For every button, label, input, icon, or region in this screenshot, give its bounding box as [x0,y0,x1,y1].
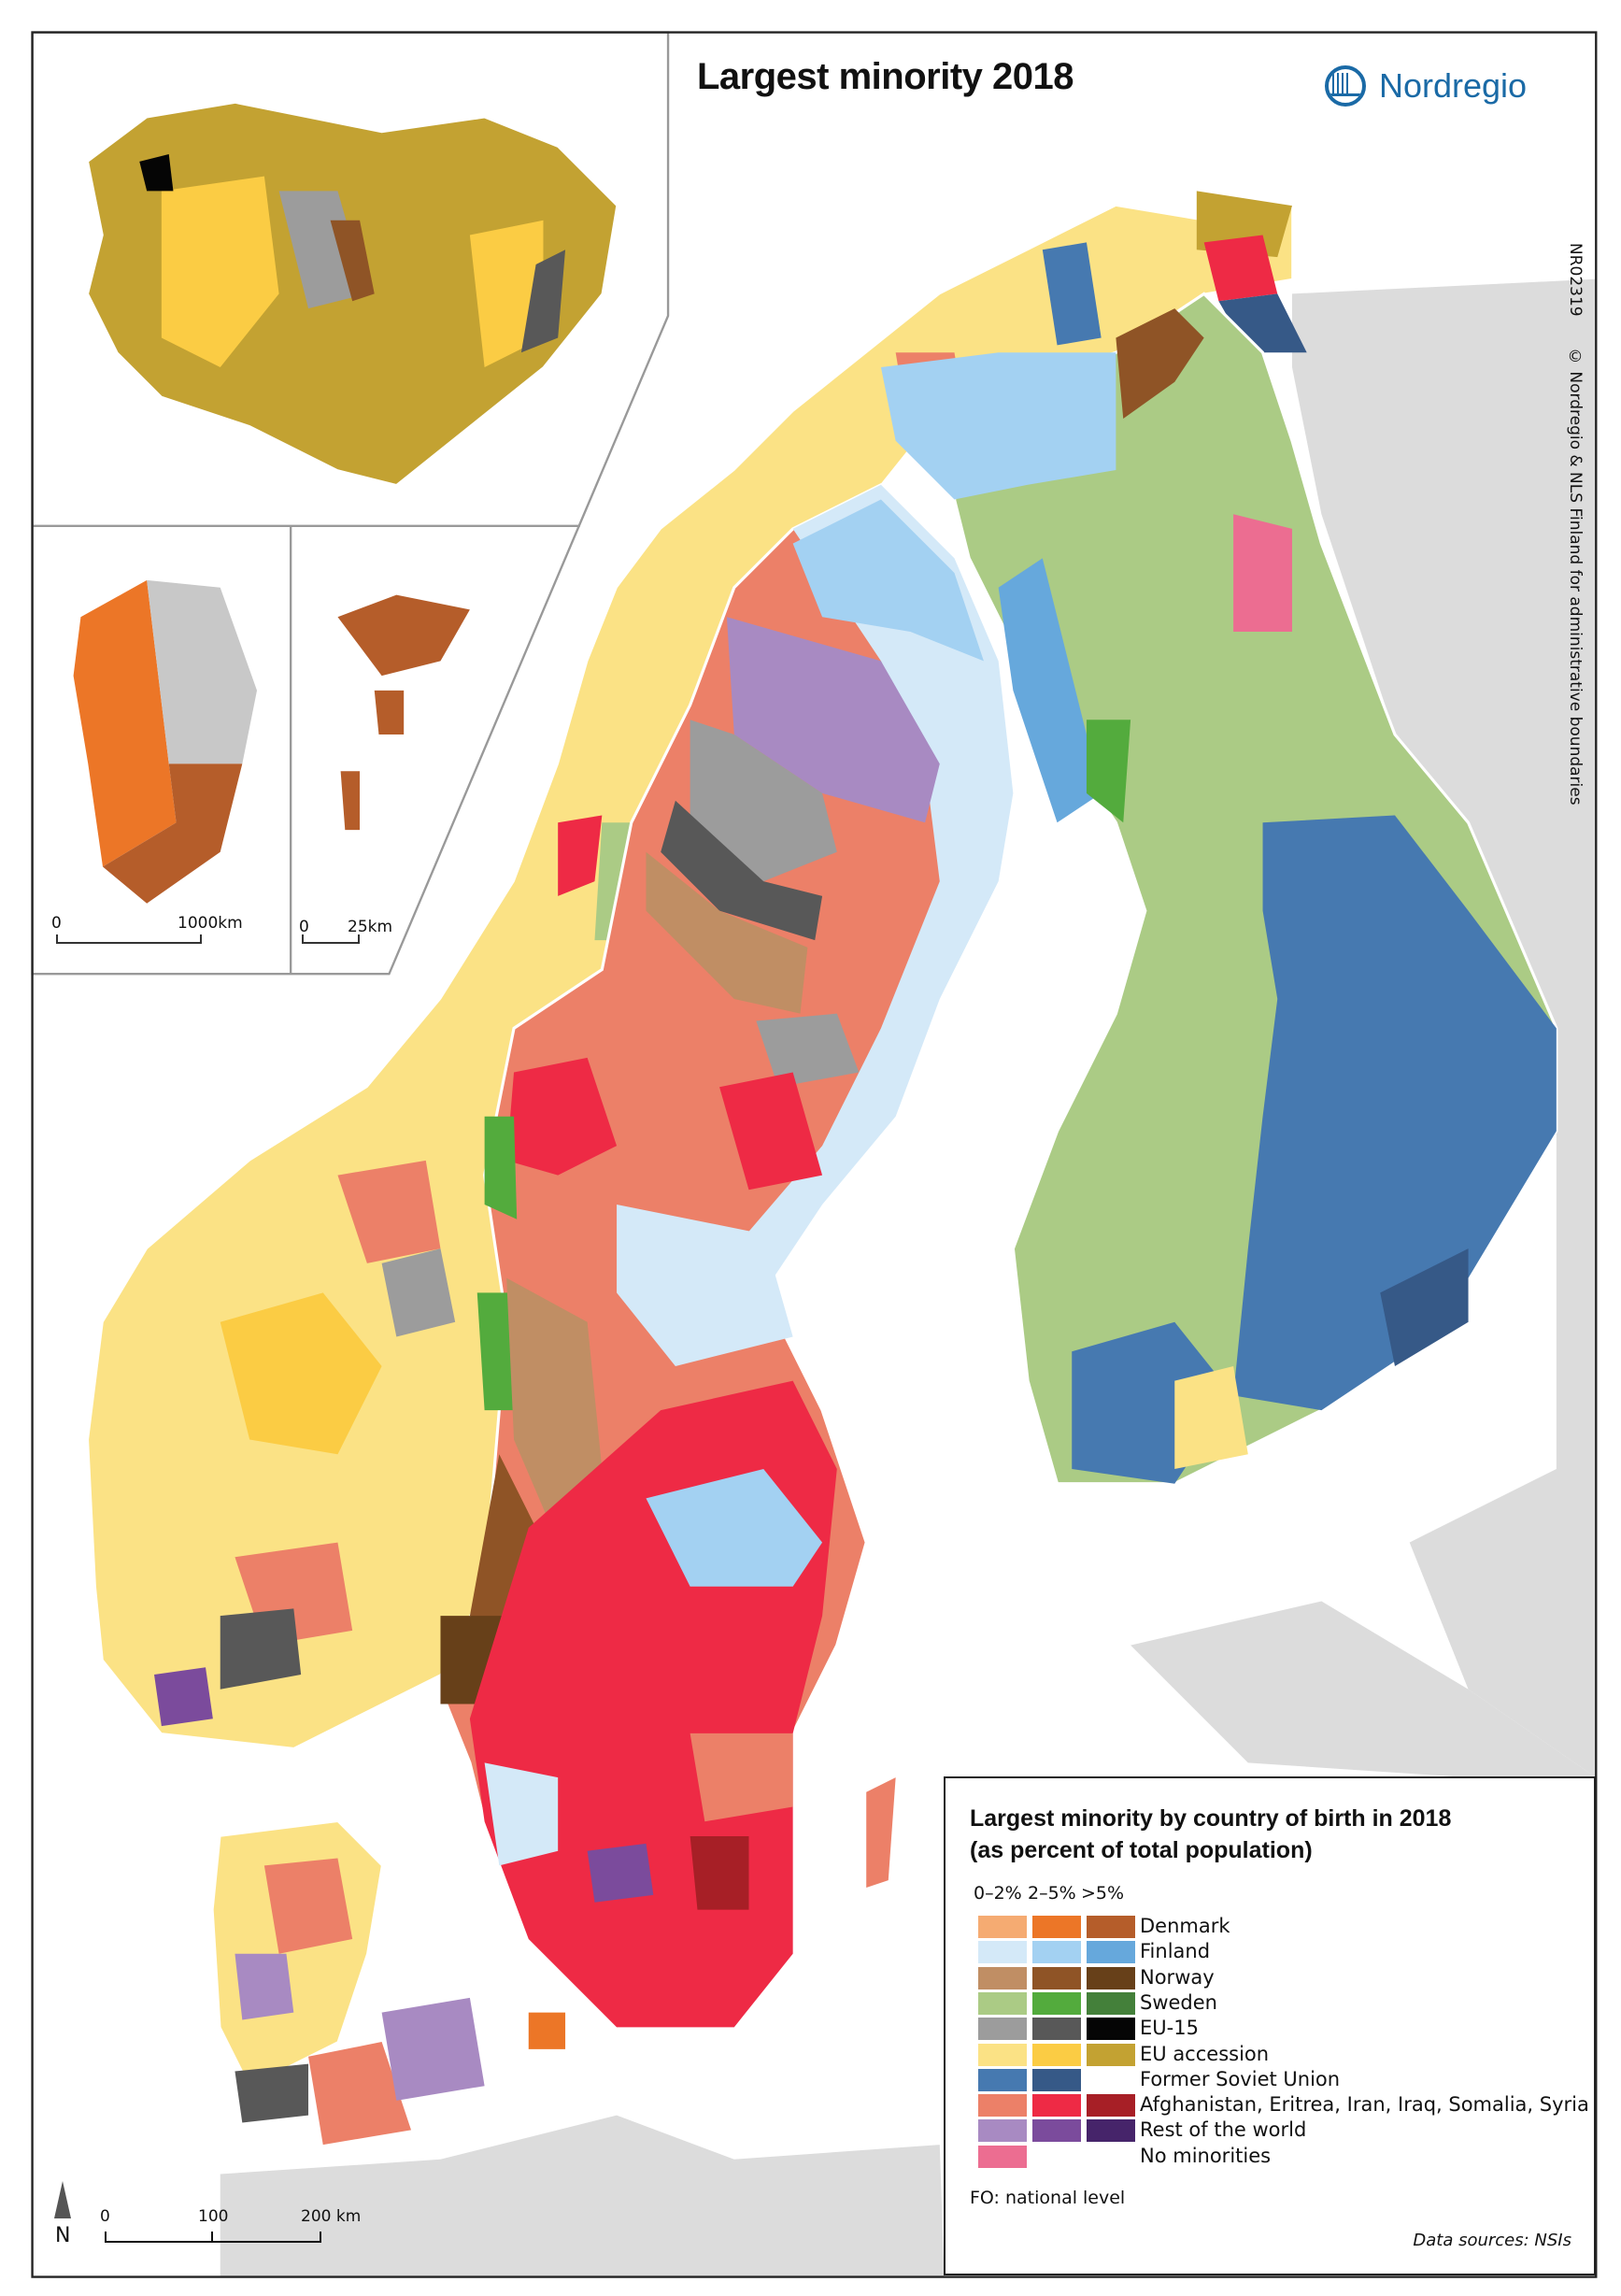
legend-label: Rest of the world [1140,2118,1307,2142]
norway-region [87,191,1307,1749]
legend-swatch [1032,2018,1081,2041]
main-scale-mid: 100 [198,2207,229,2226]
greenland-scale-end: 1000km [178,914,243,933]
legend: Largest minority by country of birth in … [944,1776,1596,2275]
legend-label: Finland [1140,1940,1211,1963]
legend-swatch [1087,2043,1135,2066]
legend-swatch [978,1991,1027,2015]
faroe-region [337,594,470,831]
legend-label: Former Soviet Union [1140,2067,1341,2090]
legend-swatch [978,1966,1027,1989]
legend-label: EU accession [1140,2042,1270,2065]
faroe-scale-bar [302,934,360,944]
legend-swatch [1087,1941,1135,1964]
legend-swatch [978,2068,1027,2091]
legend-swatch [1087,1991,1135,2015]
legend-swatch [1032,1941,1081,1964]
denmark-region [212,1820,566,2146]
legend-swatch [1032,1916,1081,1938]
legend-label: Norway [1140,1965,1215,1989]
neighbouring-land [220,278,1597,2277]
legend-item: Finland [978,1940,1210,1964]
logo-text: Nordregio [1379,66,1528,105]
legend-swatch [1087,1966,1135,1989]
credits: NR02319 © Nordregio & NLS Finland for ad… [1566,243,1585,832]
legend-swatch [1032,2043,1081,2066]
legend-swatch [1032,2068,1081,2091]
legend-item: Denmark [978,1915,1230,1938]
legend-label: EU-15 [1140,2017,1199,2040]
legend-title-line2: (as percent of total population) [970,1837,1313,1863]
faroe-scale-start: 0 [299,918,309,936]
sweden-region [438,482,1015,2029]
legend-label: No minorities [1140,2144,1272,2167]
legend-swatch [978,2043,1027,2066]
legend-item: Sweden [978,1991,1217,2015]
faroe-scale-end: 25km [348,918,393,936]
main-scale-bar [105,2232,321,2243]
legend-item: EU accession [978,2043,1269,2066]
map-id: NR02319 [1566,243,1585,317]
north-arrow-icon [54,2181,71,2218]
legend-label: Afghanistan, Eritrea, Iran, Iraq, Somali… [1140,2093,1589,2117]
legend-item: Norway [978,1966,1215,1989]
legend-item: Former Soviet Union [978,2068,1340,2091]
legend-swatch [1032,1991,1081,2015]
legend-swatch [1087,2094,1135,2118]
copyright: © Nordregio & NLS Finland for administra… [1566,348,1585,806]
legend-label: Denmark [1140,1915,1230,1937]
north-label: N [55,2224,71,2247]
legend-swatch [1032,1966,1081,1989]
map-title: Largest minority 2018 [697,56,1074,97]
finland-region [880,242,1558,1486]
legend-swatch [978,2094,1027,2118]
legend-swatch [978,2145,1027,2168]
legend-swatch [1032,2094,1081,2118]
legend-swatch [1087,1916,1135,1938]
legend-item: No minorities [978,2145,1271,2168]
greenland-scale-start: 0 [51,914,62,933]
legend-header-high: >5% [1081,1883,1125,1904]
legend-swatch [1087,2119,1135,2143]
legend-title: Largest minority by country of birth in … [970,1803,1451,1866]
map-frame [31,31,1598,2278]
legend-swatch [978,2018,1027,2041]
legend-swatch [1087,2018,1135,2041]
legend-item: Rest of the world [978,2118,1306,2143]
greenland-region [73,579,258,904]
legend-swatch [1032,2119,1081,2143]
data-sources: Data sources: NSIs [1413,2231,1571,2250]
nordregio-logo: Nordregio [1325,65,1527,107]
main-scale-end: 200 km [301,2207,362,2226]
main-scale-tick [211,2232,213,2241]
greenland-scale-bar [56,934,202,944]
legend-item: EU-15 [978,2017,1199,2041]
legend-label: Sweden [1140,1990,1217,2014]
legend-header-mid: 2–5% [1028,1883,1076,1904]
nordregio-logo-icon [1325,65,1366,107]
iceland-region [87,102,618,486]
legend-header-low: 0–2% [974,1883,1022,1904]
legend-title-line1: Largest minority by country of birth in … [970,1805,1452,1832]
legend-swatch [978,1941,1027,1964]
fo-note: FO: national level [970,2188,1126,2208]
legend-swatch [978,2119,1027,2143]
legend-item: Afghanistan, Eritrea, Iran, Iraq, Somali… [978,2093,1589,2118]
main-scale-start: 0 [100,2207,110,2226]
legend-swatch [978,1916,1027,1938]
